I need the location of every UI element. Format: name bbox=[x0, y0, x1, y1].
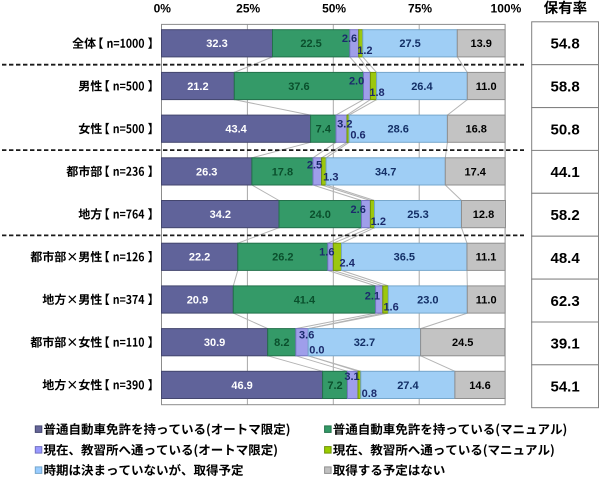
svg-text:13.9: 13.9 bbox=[470, 38, 491, 50]
svg-text:24.0: 24.0 bbox=[309, 209, 330, 221]
svg-text:41.4: 41.4 bbox=[294, 294, 316, 306]
svg-text:22.5: 22.5 bbox=[300, 38, 321, 50]
svg-text:24.5: 24.5 bbox=[452, 337, 473, 349]
svg-text:75%: 75% bbox=[408, 2, 432, 16]
svg-text:0.6: 0.6 bbox=[350, 130, 365, 142]
svg-text:26.2: 26.2 bbox=[272, 252, 293, 264]
svg-text:3.1: 3.1 bbox=[344, 371, 359, 383]
svg-text:39.1: 39.1 bbox=[550, 336, 579, 353]
svg-text:50.8: 50.8 bbox=[550, 121, 579, 138]
svg-text:36.5: 36.5 bbox=[394, 252, 415, 264]
svg-text:28.6: 28.6 bbox=[387, 124, 408, 136]
svg-text:54.1: 54.1 bbox=[550, 379, 579, 396]
svg-text:12.8: 12.8 bbox=[473, 209, 494, 221]
svg-text:2.6: 2.6 bbox=[351, 204, 366, 216]
svg-text:0%: 0% bbox=[154, 2, 172, 16]
svg-text:34.2: 34.2 bbox=[210, 209, 231, 221]
svg-text:16.8: 16.8 bbox=[465, 124, 486, 136]
svg-text:46.9: 46.9 bbox=[231, 380, 252, 392]
svg-text:25.3: 25.3 bbox=[407, 209, 428, 221]
svg-text:26.4: 26.4 bbox=[411, 81, 433, 93]
svg-text:2.5: 2.5 bbox=[307, 160, 322, 172]
svg-text:58.2: 58.2 bbox=[550, 207, 579, 224]
svg-text:32.7: 32.7 bbox=[354, 337, 375, 349]
svg-text:48.4: 48.4 bbox=[550, 250, 580, 267]
svg-text:34.7: 34.7 bbox=[375, 166, 396, 178]
svg-text:1.6: 1.6 bbox=[319, 247, 334, 259]
svg-text:1.2: 1.2 bbox=[357, 45, 372, 57]
svg-text:100%: 100% bbox=[491, 2, 522, 16]
svg-text:7.2: 7.2 bbox=[327, 380, 342, 392]
svg-text:37.6: 37.6 bbox=[288, 81, 309, 93]
svg-text:23.0: 23.0 bbox=[417, 294, 438, 306]
svg-text:2.0: 2.0 bbox=[349, 75, 364, 87]
svg-text:17.8: 17.8 bbox=[272, 166, 293, 178]
svg-text:43.4: 43.4 bbox=[225, 124, 247, 136]
svg-text:62.3: 62.3 bbox=[550, 293, 579, 310]
svg-text:27.5: 27.5 bbox=[399, 38, 420, 50]
svg-text:3.2: 3.2 bbox=[337, 118, 352, 130]
svg-text:1.2: 1.2 bbox=[371, 216, 386, 228]
svg-text:1.3: 1.3 bbox=[323, 171, 338, 183]
svg-text:21.2: 21.2 bbox=[187, 81, 208, 93]
svg-text:32.3: 32.3 bbox=[206, 38, 227, 50]
svg-text:0.8: 0.8 bbox=[362, 388, 377, 400]
svg-text:2.4: 2.4 bbox=[340, 258, 356, 270]
svg-text:2.6: 2.6 bbox=[342, 33, 357, 45]
svg-text:20.9: 20.9 bbox=[187, 294, 208, 306]
svg-text:26.3: 26.3 bbox=[196, 166, 217, 178]
svg-text:27.4: 27.4 bbox=[397, 380, 419, 392]
svg-text:1.8: 1.8 bbox=[369, 87, 384, 99]
svg-text:14.6: 14.6 bbox=[469, 380, 490, 392]
svg-text:3.6: 3.6 bbox=[299, 330, 314, 342]
svg-text:30.9: 30.9 bbox=[204, 337, 225, 349]
svg-text:58.8: 58.8 bbox=[550, 78, 579, 95]
svg-text:8.2: 8.2 bbox=[274, 337, 289, 349]
svg-text:11.1: 11.1 bbox=[476, 252, 497, 264]
svg-text:1.6: 1.6 bbox=[383, 301, 398, 313]
svg-text:50%: 50% bbox=[322, 2, 346, 16]
svg-text:54.8: 54.8 bbox=[550, 36, 579, 53]
svg-text:17.4: 17.4 bbox=[464, 166, 486, 178]
svg-text:11.0: 11.0 bbox=[476, 81, 497, 93]
svg-text:44.1: 44.1 bbox=[550, 164, 579, 181]
svg-text:22.2: 22.2 bbox=[189, 252, 210, 264]
svg-text:25%: 25% bbox=[236, 2, 260, 16]
svg-text:11.0: 11.0 bbox=[476, 294, 497, 306]
svg-text:0.0: 0.0 bbox=[309, 344, 324, 356]
svg-text:2.1: 2.1 bbox=[365, 291, 380, 303]
svg-text:7.4: 7.4 bbox=[316, 124, 332, 136]
